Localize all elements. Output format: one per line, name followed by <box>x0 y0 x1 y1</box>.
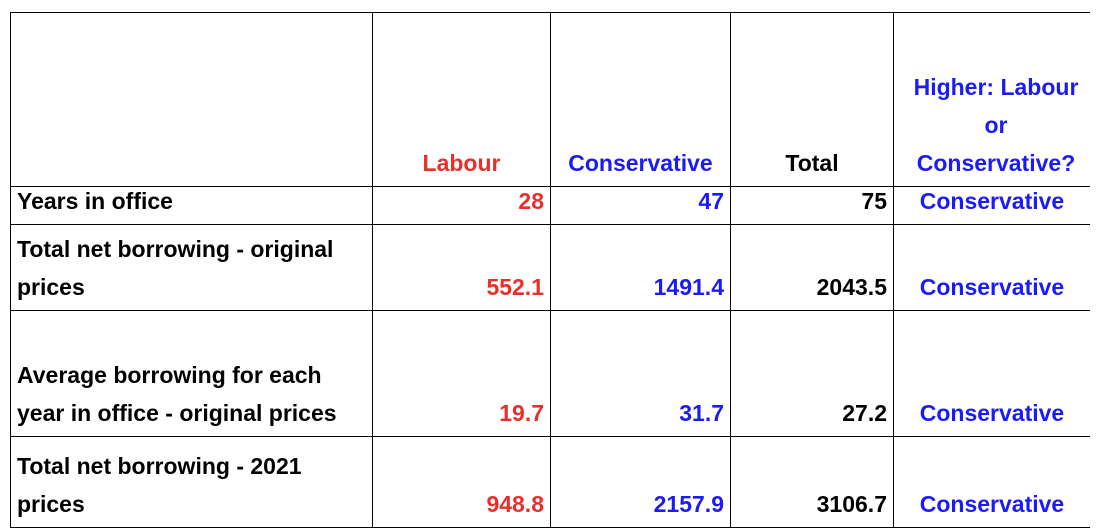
higher-party: Conservative <box>919 491 1065 517</box>
conservative-value: 47 <box>698 188 724 214</box>
labour-value: 19.7 <box>499 400 544 426</box>
row-label: Total net borrowing - original prices <box>17 236 334 300</box>
labour-value: 28 <box>518 188 544 214</box>
conservative-value: 31.7 <box>679 400 724 426</box>
header-cell: Higher: Labour or Conservative? <box>893 12 1090 187</box>
row-label: Years in office <box>17 188 173 214</box>
table-cell: 27.2 <box>730 311 893 437</box>
row-label: Total net borrowing - 2021 prices <box>17 453 302 517</box>
table-cell: 28 <box>372 187 550 225</box>
table-cell: 47 <box>550 187 730 225</box>
higher-party: Conservative <box>919 188 1065 214</box>
table-cell: Total net borrowing - 2021 prices <box>10 437 372 528</box>
total-value: 75 <box>861 188 887 214</box>
header-cell: Total <box>730 12 893 187</box>
conservative-value: 1491.4 <box>653 274 724 300</box>
table-cell: 3106.7 <box>730 437 893 528</box>
row-label: Average borrowing for each year in offic… <box>17 362 337 426</box>
table-cell: 2157.9 <box>550 437 730 528</box>
header-cell: Conservative <box>550 12 730 187</box>
header-text: Labour <box>422 150 501 176</box>
total-value: 3106.7 <box>816 491 887 517</box>
table-cell: 75 <box>730 187 893 225</box>
header-cell: Labour <box>372 12 550 187</box>
header-text: Conservative <box>568 150 713 176</box>
header-text: Total <box>785 150 839 176</box>
labour-value: 552.1 <box>486 274 544 300</box>
table-cell: 948.8 <box>372 437 550 528</box>
conservative-value: 2157.9 <box>653 491 724 517</box>
total-value: 2043.5 <box>816 274 887 300</box>
labour-value: 948.8 <box>486 491 544 517</box>
header-cell <box>10 12 372 187</box>
header-text: Higher: Labour or Conservative? <box>913 74 1079 176</box>
table-cell: Total net borrowing - original prices <box>10 225 372 311</box>
total-value: 27.2 <box>842 400 887 426</box>
table-cell: 2043.5 <box>730 225 893 311</box>
table-cell: Conservative <box>893 225 1090 311</box>
higher-party: Conservative <box>919 274 1065 300</box>
table-cell: Years in office <box>10 187 372 225</box>
higher-party: Conservative <box>919 400 1065 426</box>
table-cell: 1491.4 <box>550 225 730 311</box>
table-cell: 19.7 <box>372 311 550 437</box>
table-cell: Average borrowing for each year in offic… <box>10 311 372 437</box>
table-cell: 552.1 <box>372 225 550 311</box>
table-cell: 31.7 <box>550 311 730 437</box>
table-cell: Conservative <box>893 187 1090 225</box>
table-cell: Conservative <box>893 437 1090 528</box>
table-cell: Conservative <box>893 311 1090 437</box>
